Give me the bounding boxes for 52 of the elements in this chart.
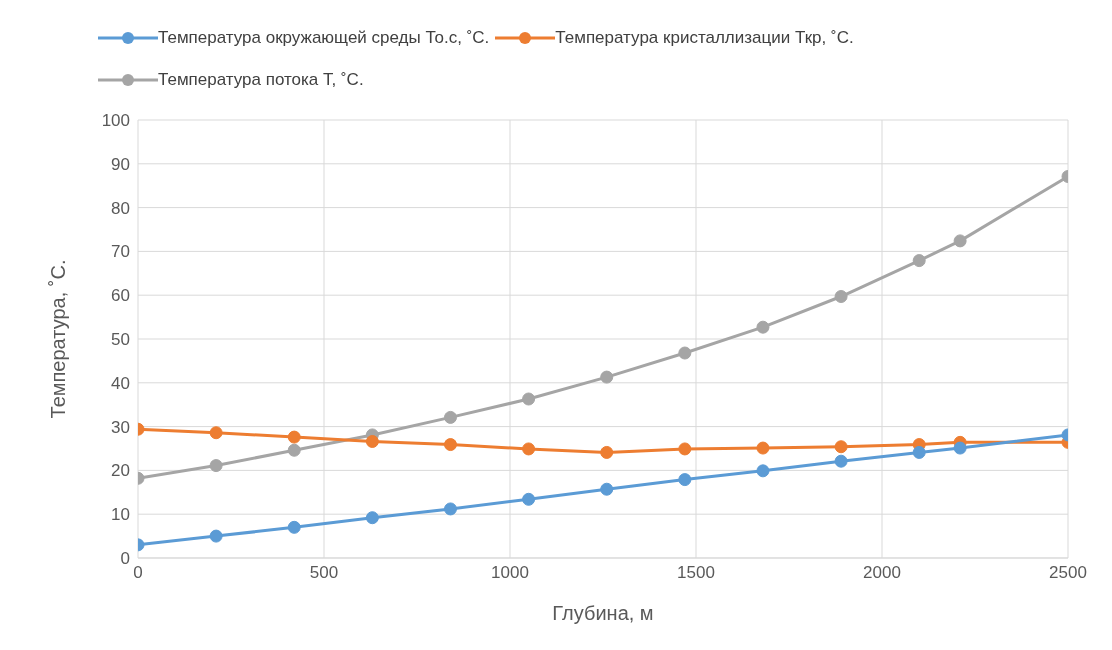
y-tick-label: 30	[111, 417, 130, 437]
y-tick-label: 20	[111, 461, 130, 481]
point	[365, 434, 379, 448]
point	[209, 459, 223, 473]
point	[522, 492, 536, 506]
point	[287, 443, 301, 457]
point	[756, 464, 770, 478]
point	[522, 442, 536, 456]
point	[365, 511, 379, 525]
point	[834, 290, 848, 304]
point	[600, 445, 614, 459]
point	[953, 234, 967, 248]
x-tick-label: 500	[309, 563, 339, 583]
point	[522, 392, 536, 406]
point	[756, 441, 770, 455]
point	[287, 430, 301, 444]
y-tick-label: 100	[101, 111, 130, 131]
point	[678, 442, 692, 456]
legend-label: Температура кристаллизации Ткр, ˚С.	[555, 28, 854, 48]
point	[678, 346, 692, 360]
point	[834, 440, 848, 454]
legend-label: Температура потока Т, ˚С.	[158, 70, 364, 90]
point	[834, 454, 848, 468]
point	[209, 529, 223, 543]
x-tick-label: 1000	[491, 563, 529, 583]
point	[678, 473, 692, 487]
y-tick-label: 70	[111, 242, 130, 262]
point	[443, 438, 457, 452]
y-tick-label: 60	[111, 286, 130, 306]
x-tick-label: 2000	[863, 563, 901, 583]
y-tick-label: 40	[111, 373, 130, 393]
x-tick-label: 1500	[677, 563, 715, 583]
x-tick-label: 0	[133, 563, 143, 583]
point	[953, 441, 967, 455]
point	[912, 254, 926, 268]
point	[912, 445, 926, 459]
x-tick-label: 2500	[1049, 563, 1087, 583]
point	[443, 410, 457, 424]
x-axis-title: Глубина, м	[552, 602, 654, 624]
y-tick-label: 50	[111, 330, 130, 350]
point	[209, 426, 223, 440]
point	[443, 502, 457, 516]
point	[600, 370, 614, 384]
point	[287, 520, 301, 534]
point	[600, 482, 614, 496]
y-tick-label: 80	[111, 198, 130, 218]
y-tick-label: 10	[111, 505, 130, 525]
y-axis-title: Температура, ˚С.	[47, 259, 70, 419]
y-tick-label: 90	[111, 154, 130, 174]
legend-label: Температура окружающей среды То.с, ˚С.	[158, 28, 490, 48]
point	[756, 320, 770, 334]
y-tick-label: 0	[120, 549, 130, 569]
